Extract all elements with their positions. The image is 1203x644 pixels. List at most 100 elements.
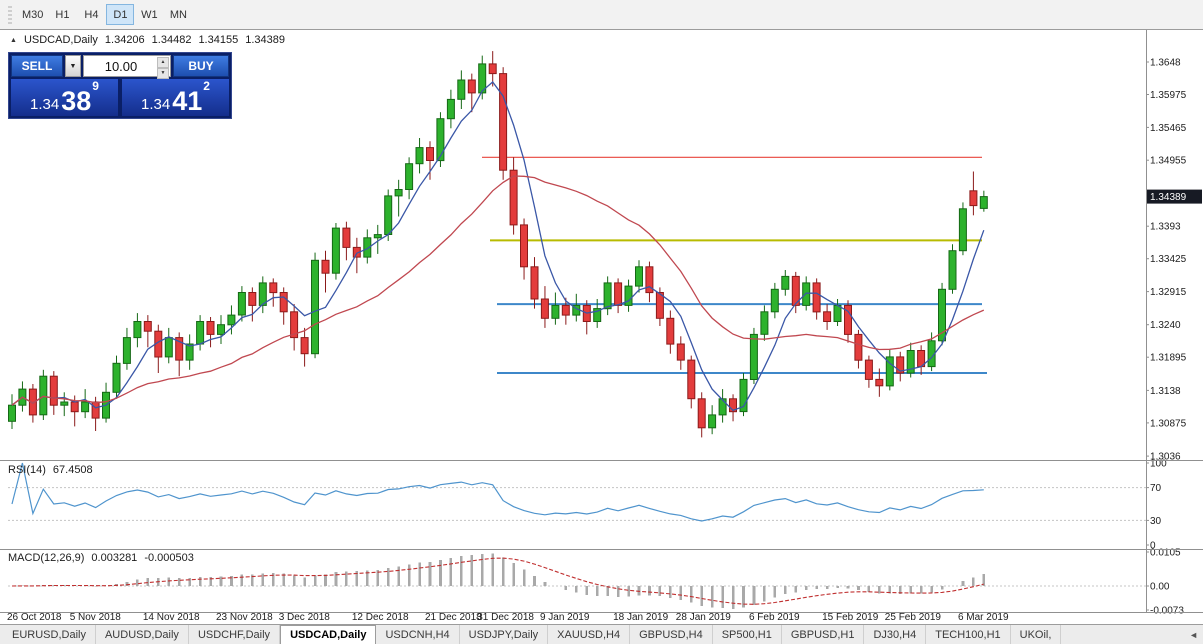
chart-tab-usdcad-daily[interactable]: USDCAD,Daily <box>280 625 377 644</box>
volume-dropdown-arrow-icon[interactable]: ▼ <box>65 55 81 77</box>
candle-body <box>196 321 205 345</box>
date-label: 25 Feb 2019 <box>885 612 942 623</box>
ask-prefix: 1.34 <box>141 95 171 113</box>
rsi-axis-label: 70 <box>1150 483 1162 494</box>
chart-tab-usdjpy-daily[interactable]: USDJPY,Daily <box>460 625 549 644</box>
timeframe-button-h4[interactable]: H4 <box>84 8 99 21</box>
date-label: 18 Jan 2019 <box>613 612 668 623</box>
chart-tab-usdchf-daily[interactable]: USDCHF,Daily <box>189 625 281 644</box>
date-label: 3 Dec 2018 <box>279 612 331 623</box>
candle-body <box>70 401 79 413</box>
chart-tab-gbpusd-h4[interactable]: GBPUSD,H4 <box>630 625 713 644</box>
chart-tab-ukoil[interactable]: UKOil, <box>1011 625 1062 644</box>
candle-body <box>885 356 894 387</box>
candle-body <box>499 73 508 171</box>
candle-body <box>384 195 393 235</box>
candle-body <box>321 259 330 274</box>
rsi-axis-label: 30 <box>1150 516 1162 527</box>
candle-body <box>833 304 842 322</box>
chart-tab-usdcnh-h4[interactable]: USDCNH,H4 <box>376 625 460 644</box>
current-price-badge <box>1147 189 1202 204</box>
candle-body <box>708 414 717 429</box>
bid-prefix: 1.34 <box>30 95 60 113</box>
chart-tabs-bar: EURUSD,Daily AUDUSD,Daily USDCHF,Daily USDC… <box>0 624 1203 644</box>
ohlc-low: 1.34155 <box>198 34 239 46</box>
candle-body <box>478 63 487 94</box>
rsi-axis-label: 100 <box>1150 459 1167 470</box>
date-label: 21 Dec 2018 <box>425 612 482 623</box>
candle-body <box>28 388 37 416</box>
candle-body <box>697 398 706 429</box>
candle-body <box>405 163 414 190</box>
spinner-down-icon[interactable]: ▼ <box>157 68 169 79</box>
date-label: 26 Oct 2018 <box>7 612 62 623</box>
price-tick-label: 1.3036 <box>1150 452 1181 463</box>
candle-body <box>91 401 100 419</box>
date-label: 23 Nov 2018 <box>216 612 273 623</box>
candle-body <box>896 356 905 374</box>
candle-body <box>217 324 225 335</box>
bid-fraction: 9 <box>92 79 99 93</box>
macd-indicator-label: MACD(12,26,9) 0.003281 -0.000503 <box>8 552 194 564</box>
macd-axis-label: -0.0073 <box>1150 606 1184 617</box>
candle-body <box>760 311 769 335</box>
candle-body <box>143 321 152 332</box>
tab-scroll-left-icon[interactable]: ◄ <box>1186 629 1201 641</box>
timeframe-button-m30[interactable]: M30 <box>22 8 44 21</box>
candle-body <box>844 304 852 335</box>
candle-body <box>49 375 58 406</box>
volume-input[interactable] <box>84 58 170 74</box>
rsi-axis-label: 0 <box>1150 541 1156 552</box>
timeframe-button-d1[interactable]: D1 <box>106 4 135 25</box>
chart-tab-gbpusd-h1[interactable]: GBPUSD,H1 <box>782 625 865 644</box>
candle-body <box>457 79 466 100</box>
macd-histogram <box>21 553 986 609</box>
candle-body <box>540 298 549 319</box>
chart-tab-sp500-h1[interactable]: SP500,H1 <box>713 625 782 644</box>
bid-price-display[interactable]: 1.34 38 9 <box>11 79 118 116</box>
date-label: 6 Mar 2019 <box>958 612 1009 623</box>
candle-body <box>436 118 445 162</box>
candle-body <box>415 147 424 165</box>
collapse-triangle-icon[interactable]: ▲ <box>10 36 17 44</box>
sell-button[interactable]: SELL <box>11 55 63 77</box>
ask-price-display[interactable]: 1.34 41 2 <box>122 79 229 116</box>
toolbar-grip[interactable] <box>8 5 12 24</box>
date-label: 15 Feb 2019 <box>822 612 879 623</box>
candle-body <box>530 266 539 300</box>
candle-body <box>958 208 967 252</box>
candle-body <box>269 282 278 294</box>
candle-body <box>718 398 727 416</box>
chart-tab-xauusd-h4[interactable]: XAUUSD,H4 <box>548 625 631 644</box>
date-label: 28 Jan 2019 <box>676 612 731 623</box>
candle-body <box>666 317 675 345</box>
timeframe-button-w1[interactable]: W1 <box>141 8 158 21</box>
candle-body <box>175 337 184 361</box>
candle-body <box>488 63 497 75</box>
timeframe-button-h1[interactable]: H1 <box>55 8 70 21</box>
macd-name: MACD(12,26,9) <box>8 552 85 564</box>
candle-body <box>60 401 69 406</box>
spinner-up-icon[interactable]: ▲ <box>157 57 169 68</box>
candle-body <box>185 343 194 361</box>
chart-tab-eurusd-daily[interactable]: EURUSD,Daily <box>3 625 96 644</box>
date-label: 5 Nov 2018 <box>70 612 122 623</box>
chart-tab-tech100-h1[interactable]: TECH100,H1 <box>926 625 1011 644</box>
date-label: 6 Feb 2019 <box>749 612 800 623</box>
candle-body <box>593 308 602 323</box>
candle-body <box>823 311 832 322</box>
candle-body <box>561 304 570 316</box>
macd-signal-value: -0.000503 <box>144 552 194 564</box>
candle-body <box>802 282 811 306</box>
candle-body <box>446 98 455 120</box>
candle-body <box>749 333 758 380</box>
ohlc-high: 1.34482 <box>151 34 192 46</box>
price-tick-label: 1.33425 <box>1150 254 1187 265</box>
buy-button[interactable]: BUY <box>173 55 229 77</box>
candle-body <box>875 378 884 387</box>
chart-tab-dj30-h4[interactable]: DJ30,H4 <box>864 625 927 644</box>
chart-tab-audusd-daily[interactable]: AUDUSD,Daily <box>96 625 189 644</box>
date-label: 12 Dec 2018 <box>352 612 409 623</box>
timeframe-button-mn[interactable]: MN <box>169 8 187 21</box>
